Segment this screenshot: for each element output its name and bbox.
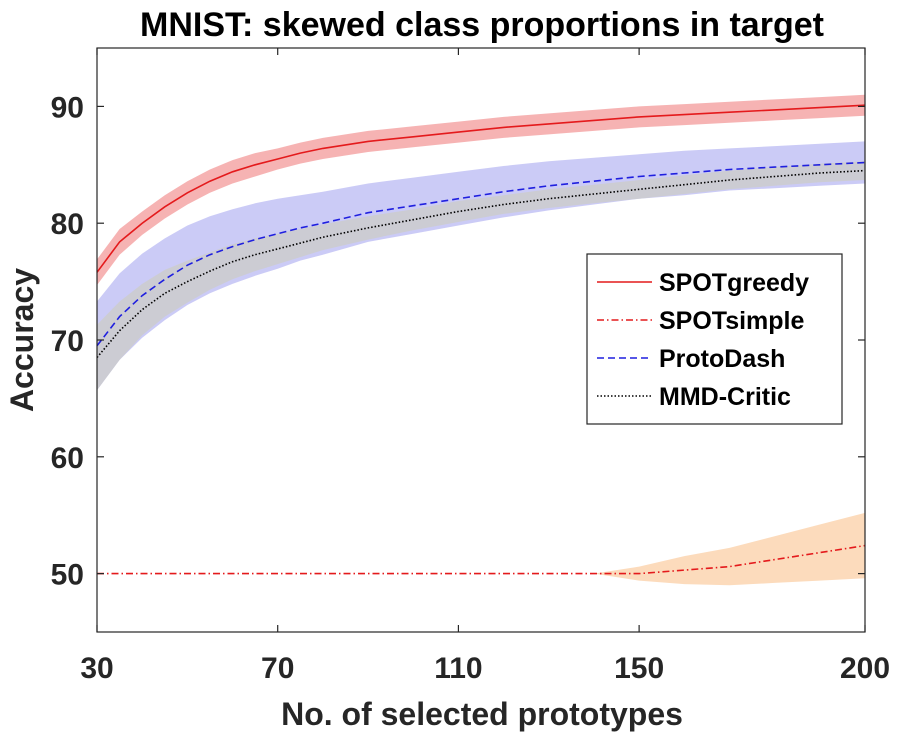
x-tick-label: 30 [80, 652, 113, 685]
legend-label-protodash: ProtoDash [659, 345, 785, 373]
x-tick-label: 70 [261, 652, 294, 685]
y-tick-label: 90 [51, 91, 84, 124]
axis-ticks: 30 70 110 150 200 50 60 70 80 90 [51, 48, 890, 685]
legend-label-spotgreedy: SPOTgreedy [659, 269, 809, 297]
legend-label-mmd-critic: MMD-Critic [659, 383, 791, 411]
y-tick-label: 50 [51, 559, 84, 592]
y-tick-label: 70 [51, 325, 84, 358]
x-tick-label: 200 [840, 652, 890, 685]
line-mmd-critic [96, 169, 866, 359]
x-axis-label: No. of selected prototypes [281, 696, 683, 732]
line-protodash [96, 161, 866, 347]
series-lines [96, 104, 866, 575]
band-mmd-critic [97, 161, 865, 391]
y-tick-label: 80 [51, 208, 84, 241]
y-tick-label: 60 [51, 442, 84, 475]
legend-label-spotsimple: SPOTsimple [659, 307, 805, 335]
line-spotsimple [97, 544, 866, 575]
band-protodash [97, 141, 865, 391]
line-spotgreedy [96, 104, 866, 273]
x-tick-label: 110 [434, 652, 482, 685]
confidence-bands [97, 94, 865, 586]
chart-title: MNIST: skewed class proportions in targe… [140, 6, 824, 44]
band-spotsimple [97, 512, 865, 586]
band-spotgreedy [97, 94, 865, 286]
y-axis-label: Accuracy [4, 268, 40, 412]
x-tick-label: 150 [614, 652, 664, 685]
legend: SPOTgreedy SPOTsimple ProtoDash MMD-Critic [586, 253, 843, 425]
